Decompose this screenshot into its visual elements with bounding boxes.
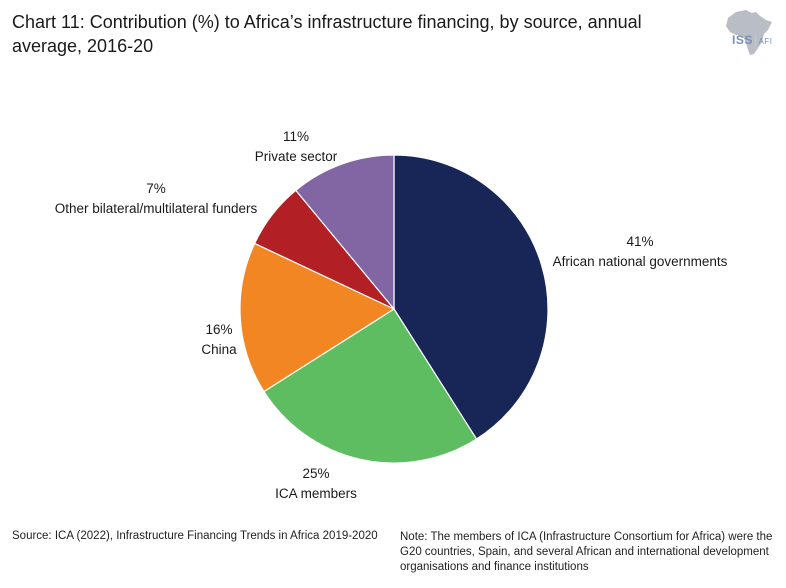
slice-value-label: 7%: [146, 181, 166, 196]
chart-title: Chart 11: Contribution (%) to Africa’s i…: [12, 12, 642, 56]
slice-category-label: African national governments: [553, 254, 728, 269]
slice-value-label: 41%: [626, 234, 653, 249]
slice-value-label: 16%: [205, 322, 232, 337]
slice-category-label: China: [201, 342, 237, 357]
pie-slice-african-national-governments: [393, 154, 549, 440]
iss-afi-logo: ISS|AFI: [732, 33, 773, 47]
footnote: Note: The members of ICA (Infrastructure…: [400, 531, 773, 573]
pie-slice-ica-members: [263, 308, 478, 464]
africa-map-icon: [726, 10, 772, 55]
slice-category-label: Other bilateral/multilateral funders: [55, 201, 258, 216]
pie-slice-china: [239, 242, 396, 393]
slice-value-label: 11%: [283, 129, 309, 144]
slice-value-label: 25%: [302, 466, 329, 481]
slice-category-label: ICA members: [275, 486, 357, 501]
logo-text: ISS: [732, 33, 753, 47]
pie-slice-private-sector: [294, 154, 395, 311]
slice-category-label: Private sector: [255, 149, 338, 164]
pie-slices: [239, 154, 549, 464]
source-note: Source: ICA (2022), Infrastructure Finan…: [12, 530, 378, 542]
logo-suffix: AFI: [758, 37, 773, 46]
pie-chart: 41% African national governments 25% ICA me…: [55, 129, 728, 501]
pie-labels: 41% African national governments 25% ICA me…: [55, 129, 728, 501]
